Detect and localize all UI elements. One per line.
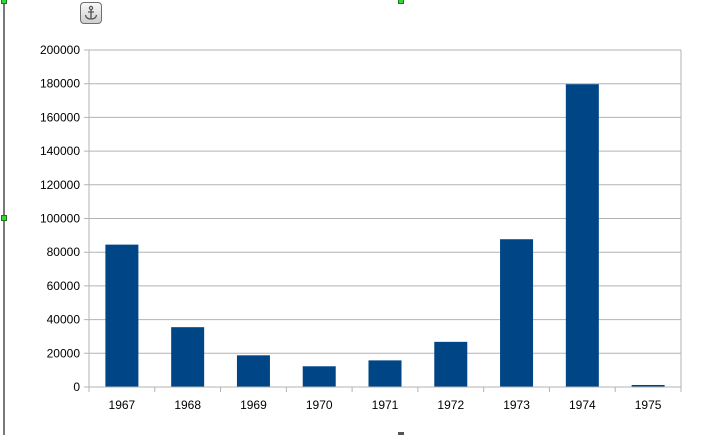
bars bbox=[105, 84, 665, 387]
x-tick-label: 1975 bbox=[635, 398, 662, 412]
bar-1967 bbox=[105, 244, 139, 387]
x-tick-label: 1973 bbox=[503, 398, 530, 412]
y-tick-label: 100000 bbox=[40, 212, 80, 226]
bar-1973 bbox=[500, 239, 534, 387]
y-tick-label: 60000 bbox=[47, 279, 81, 293]
resize-handle-bottom-middle[interactable] bbox=[398, 432, 404, 435]
bar-1970 bbox=[302, 366, 336, 387]
x-tick-label: 1967 bbox=[109, 398, 136, 412]
resize-handle-top-middle[interactable] bbox=[398, 0, 404, 4]
resize-handle-middle-left[interactable] bbox=[1, 215, 7, 221]
anchor-button[interactable] bbox=[80, 2, 102, 24]
x-tick-label: 1969 bbox=[240, 398, 267, 412]
x-tick-label: 1972 bbox=[437, 398, 464, 412]
bar-1969 bbox=[236, 355, 270, 387]
y-axis-tick-labels: 0 20000 40000 60000 80000 100000 120000 140000 1… bbox=[40, 43, 80, 394]
y-tick-label: 20000 bbox=[47, 346, 81, 360]
y-tick-label: 200000 bbox=[40, 43, 80, 57]
bar-1972 bbox=[434, 341, 468, 387]
bar-1971 bbox=[368, 360, 402, 387]
x-axis-tick-labels: 1967 1968 1969 1970 1971 1972 1973 1974 1975 bbox=[109, 398, 662, 412]
y-tick-label: 80000 bbox=[47, 245, 81, 259]
x-tick-label: 1974 bbox=[569, 398, 596, 412]
bar-1968 bbox=[171, 327, 205, 387]
bar-1975 bbox=[631, 384, 665, 387]
y-tick-label: 120000 bbox=[40, 178, 80, 192]
resize-handle-top-left[interactable] bbox=[1, 0, 7, 4]
x-tick-label: 1970 bbox=[306, 398, 333, 412]
bar-1974 bbox=[565, 84, 599, 387]
x-tick-label: 1971 bbox=[372, 398, 399, 412]
axes bbox=[88, 50, 682, 392]
y-tick-label: 160000 bbox=[40, 110, 80, 124]
y-tick-label: 40000 bbox=[47, 313, 81, 327]
y-tick-label: 180000 bbox=[40, 77, 80, 91]
y-tick-label: 140000 bbox=[40, 144, 80, 158]
y-tick-label: 0 bbox=[73, 380, 80, 394]
x-tick-label: 1968 bbox=[174, 398, 201, 412]
anchor-icon bbox=[84, 5, 98, 20]
